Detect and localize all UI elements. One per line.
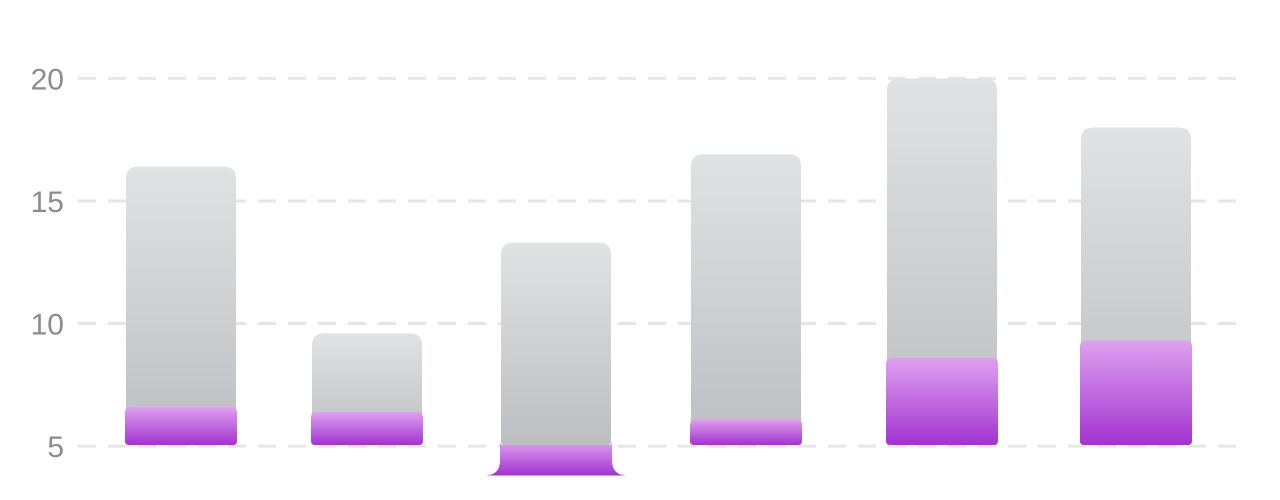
y-tick-label-5: 5 (47, 431, 64, 464)
bars-series-2 (125, 340, 1192, 476)
bar-series-2-4 (690, 419, 802, 445)
bar-series-2-5 (886, 357, 998, 445)
bar-series-2-3 (484, 441, 628, 476)
bar-series-1-1 (126, 166, 236, 445)
y-tick-label-20: 20 (31, 63, 64, 96)
bar-series-2-1 (125, 406, 237, 445)
bar-series-2-2 (311, 411, 423, 445)
bar-series-1-3 (501, 242, 611, 445)
bar-series-2-6 (1080, 340, 1192, 445)
gridlines (78, 76, 1240, 448)
y-tick-label-10: 10 (31, 309, 64, 342)
y-tick-label-15: 15 (31, 186, 64, 219)
bar-series-1-4 (691, 154, 801, 446)
y-axis-ticks: 5 10 15 20 (31, 63, 64, 464)
bars-series-1 (126, 78, 1191, 446)
bar-series-1-5 (887, 78, 997, 446)
